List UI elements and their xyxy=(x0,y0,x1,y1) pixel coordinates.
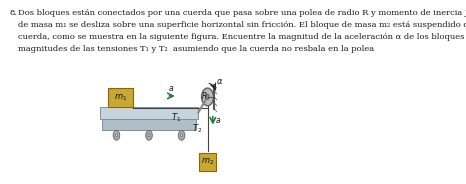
Text: $a$: $a$ xyxy=(215,116,221,125)
Circle shape xyxy=(148,134,150,137)
Circle shape xyxy=(146,130,152,140)
Text: magnitudes de las tensiones T₁ y T₂  asumiendo que la cuerda no resbala en la po: magnitudes de las tensiones T₁ y T₂ asum… xyxy=(18,45,374,53)
Text: $R$: $R$ xyxy=(201,91,207,101)
Polygon shape xyxy=(199,153,216,171)
Text: $m_2$: $m_2$ xyxy=(201,157,214,167)
Text: cuerda, como se muestra en la siguiente figura. Encuentre la magnitud de la acel: cuerda, como se muestra en la siguiente … xyxy=(18,33,466,41)
Text: $a$: $a$ xyxy=(168,84,174,93)
Circle shape xyxy=(116,134,117,137)
Circle shape xyxy=(178,130,185,140)
Text: $m_1$: $m_1$ xyxy=(114,92,127,103)
Polygon shape xyxy=(100,107,198,119)
Text: de masa m₁ se desliza sobre una superficie horizontal sin fricción. El bloque de: de masa m₁ se desliza sobre una superfic… xyxy=(18,21,466,29)
Text: Dos bloques están conectados por una cuerda que pasa sobre una polea de radio R : Dos bloques están conectados por una cue… xyxy=(18,9,466,17)
Text: $T_2$: $T_2$ xyxy=(192,122,202,135)
Text: 8.: 8. xyxy=(9,9,17,17)
Text: $\alpha$: $\alpha$ xyxy=(216,77,224,86)
Polygon shape xyxy=(103,119,196,130)
Circle shape xyxy=(181,134,183,137)
Circle shape xyxy=(113,130,120,140)
Circle shape xyxy=(206,94,209,99)
Text: $T_1$: $T_1$ xyxy=(171,112,181,124)
Circle shape xyxy=(201,88,213,106)
Polygon shape xyxy=(108,88,133,107)
